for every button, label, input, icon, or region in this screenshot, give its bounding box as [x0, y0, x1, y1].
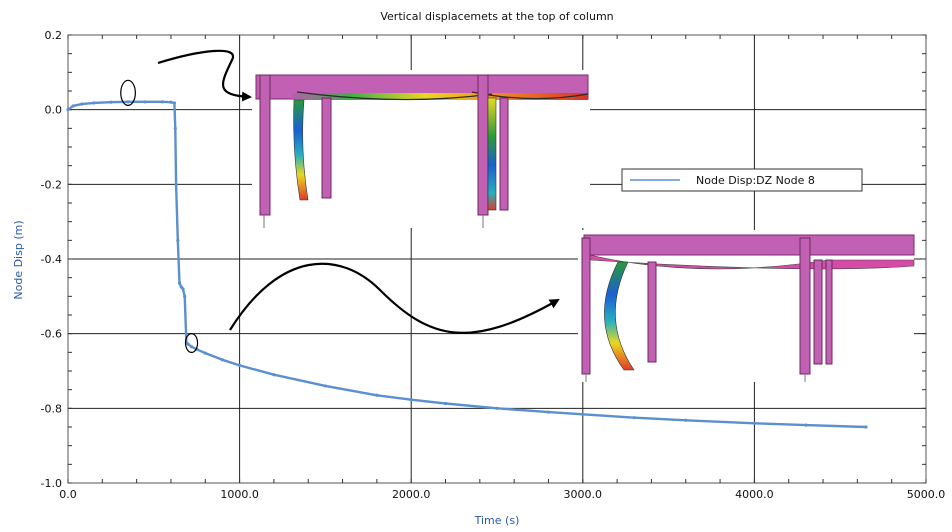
data-point — [238, 363, 242, 367]
data-point — [323, 384, 327, 388]
data-point — [272, 373, 276, 377]
series-group — [66, 100, 868, 429]
x-tick-label: 0.0 — [59, 488, 77, 501]
data-point — [581, 412, 585, 416]
data-point — [546, 410, 551, 414]
y-tick-label: 0.2 — [45, 29, 63, 42]
x-tick-label: 3000.0 — [564, 488, 603, 501]
annotation-ellipse — [120, 79, 136, 107]
data-point — [169, 100, 173, 104]
data-point — [71, 104, 75, 108]
inset-deformed-frame-late — [578, 230, 915, 382]
data-point — [495, 406, 499, 410]
annotation-ellipse — [184, 332, 199, 354]
y-axis-label: Node Disp (m) — [12, 220, 25, 299]
legend-box — [621, 168, 863, 192]
y-tick-label: -0.6 — [41, 328, 62, 341]
data-point — [109, 100, 113, 104]
y-tick-label: -1.0 — [41, 477, 62, 490]
data-point — [409, 398, 413, 402]
data-point — [684, 418, 688, 422]
data-point — [752, 421, 757, 425]
data-point — [443, 401, 448, 406]
data-point — [92, 101, 96, 105]
x-tick-label: 2000.0 — [392, 488, 431, 501]
x-tick-label: 4000.0 — [735, 488, 774, 501]
data-point — [864, 425, 868, 429]
data-point — [172, 101, 176, 105]
ticks: 0.0 1000.0 2000.0 3000.0 4000.0 5000.00.20.0-… — [41, 29, 946, 501]
y-tick-label: -0.4 — [41, 253, 62, 266]
x-tick-label: 1000.0 — [220, 488, 259, 501]
data-point — [632, 416, 636, 420]
legend: Node Disp:DZ Node 8 — [621, 168, 863, 192]
data-point — [181, 287, 185, 291]
data-point — [174, 182, 178, 186]
legend-series-label: Node Disp:DZ Node 8 — [696, 174, 815, 187]
data-point — [177, 281, 182, 285]
data-point — [189, 345, 194, 349]
y-tick-label: 0.0 — [45, 104, 63, 117]
data-point — [375, 393, 379, 397]
data-point — [66, 108, 70, 112]
annotations — [120, 79, 199, 354]
chart-title: Vertical displacemets at the top of colu… — [380, 10, 613, 23]
data-point — [203, 351, 207, 355]
data-point — [804, 423, 808, 427]
data-point — [220, 358, 225, 362]
data-point — [173, 126, 177, 130]
x-tick-label: 5000.0 — [907, 488, 946, 501]
data-point — [80, 102, 84, 106]
x-axis-label: Time (s) — [474, 514, 520, 527]
y-tick-label: -0.8 — [41, 402, 62, 415]
data-point — [126, 100, 130, 104]
y-tick-label: -0.2 — [41, 178, 62, 191]
data-point — [176, 238, 180, 242]
data-point — [160, 100, 164, 104]
data-point — [183, 294, 187, 298]
data-point — [186, 342, 190, 346]
inset-deformed-frame-early — [252, 70, 590, 228]
arrow-upper — [157, 49, 252, 102]
data-point — [143, 100, 147, 104]
arrow-lower — [229, 262, 560, 334]
